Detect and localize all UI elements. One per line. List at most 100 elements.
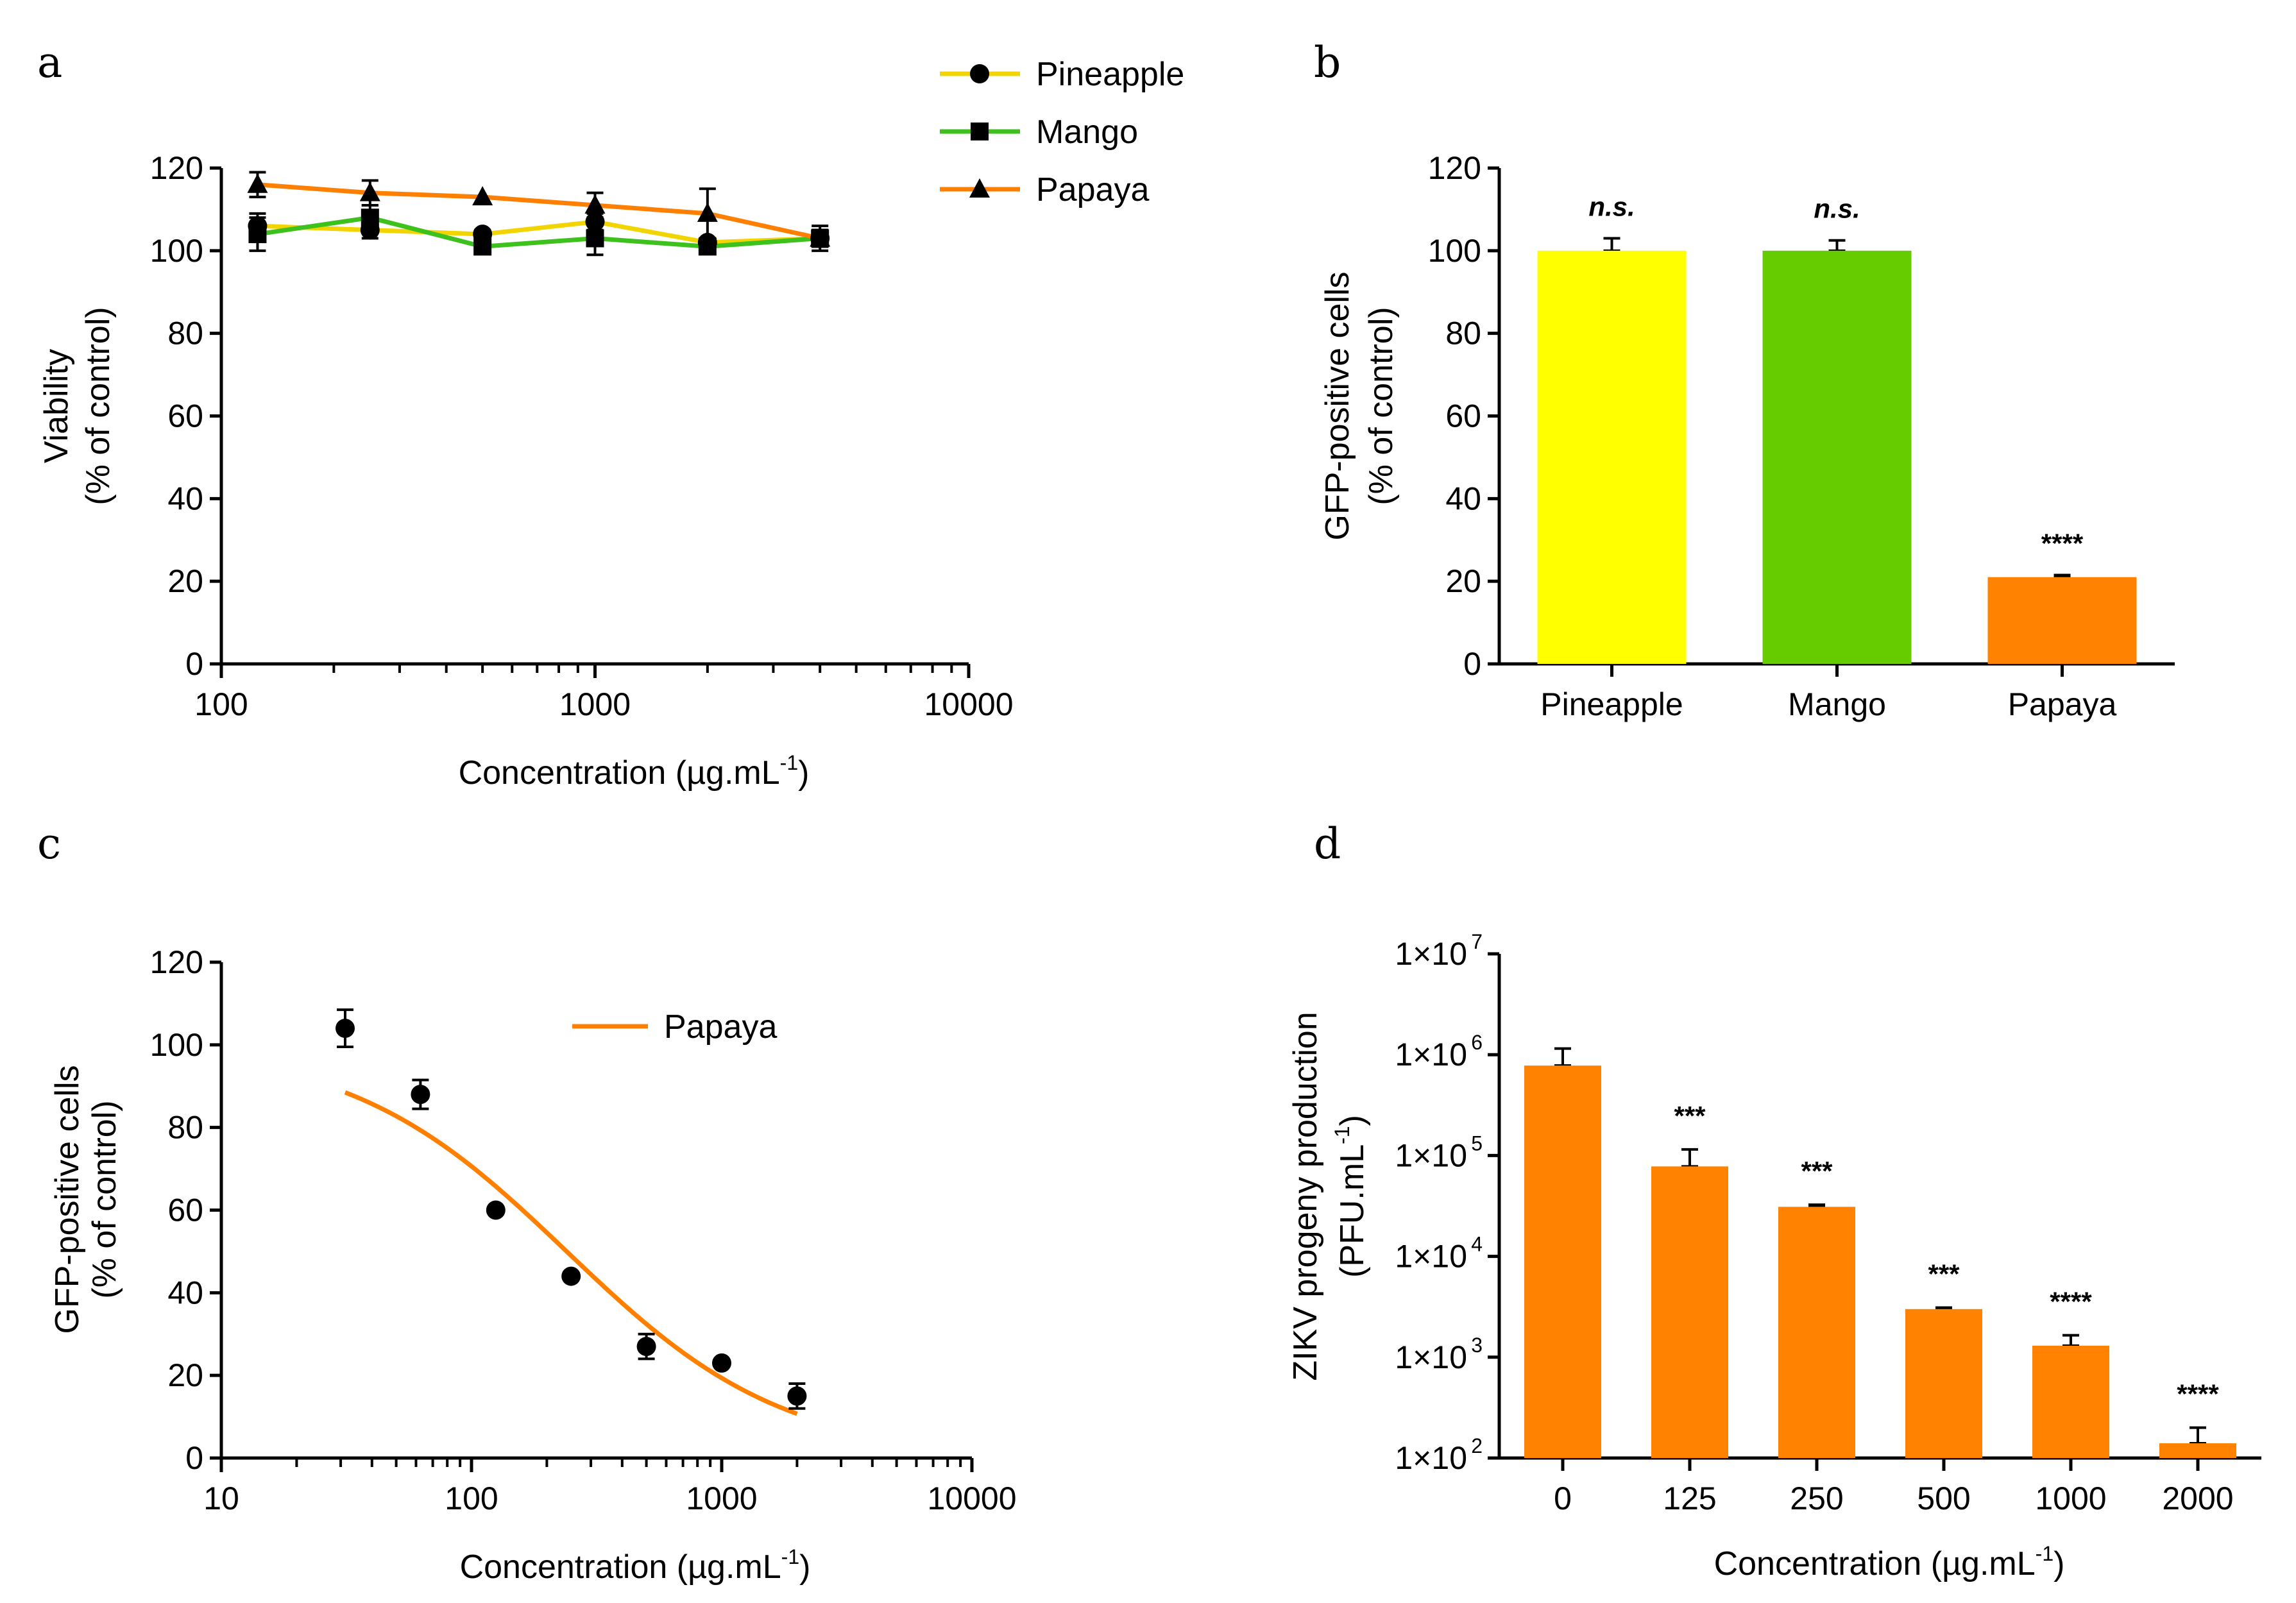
bar-mango-label: Mango (1788, 686, 1886, 722)
bar-1000 (2032, 1345, 2109, 1458)
panel-d-y-tick-label: 1×10 (1395, 1339, 1467, 1375)
bar-250-significance: *** (1801, 1156, 1833, 1186)
panel-d-y-tick-exponent: 4 (1471, 1233, 1483, 1256)
bar-2000 (2159, 1443, 2236, 1458)
panel-b-y-label-line1: GFP-positive cells (1319, 272, 1356, 541)
series-papaya-point (359, 182, 380, 201)
bar-250-label: 250 (1790, 1480, 1843, 1516)
series-mango-point (586, 229, 604, 248)
panel-d-y-tick-exponent: 5 (1471, 1132, 1483, 1155)
panel-c-y-label-line1: GFP-positive cells (49, 1065, 86, 1334)
panel-c-dose-response-chart: 0 20 40 60 80 100 120 10 100 1000 10000 Concentrat… (49, 944, 1017, 1586)
panel-a-x-tick-label: 1000 (559, 686, 631, 722)
series-papaya-point (472, 186, 493, 206)
data-point (636, 1337, 656, 1357)
bar-0 (1524, 1065, 1601, 1458)
series-papaya-point (810, 227, 831, 247)
panel-b-y-label-line2: (% of control) (1363, 307, 1400, 505)
bar-papaya (1987, 577, 2137, 664)
panel-a-y-label-line1: Viability (38, 349, 75, 463)
series-mango-line (257, 215, 821, 249)
bar-pineapple-significance: n.s. (1588, 192, 1635, 222)
series-mango-point (698, 237, 717, 256)
bar-papaya-significance: **** (2041, 529, 2084, 559)
series-pineapple-line (257, 219, 821, 245)
panel-a-y-tick-label: 0 (185, 646, 203, 682)
panel-b-y-tick-label: 80 (1445, 316, 1481, 352)
panel-d-y-tick-exponent: 6 (1471, 1031, 1483, 1054)
panel-b-gfp-bar-chart: 0 20 40 60 80 100 120 Pineapple n.s. Mango n.s. Pap… (1319, 150, 2175, 722)
panel-c-y-label-line2: (% of control) (86, 1100, 123, 1298)
legend-papaya-fit-label: Papaya (664, 1008, 777, 1046)
panel-c-y-tick-label: 100 (150, 1027, 203, 1063)
bar-mango (1762, 250, 1912, 664)
panel-b-y-tick-label: 120 (1428, 150, 1481, 186)
panel-c-x-tick-label: 10000 (927, 1480, 1016, 1516)
panel-c-y-tick-label: 40 (167, 1275, 203, 1310)
panel-d-y-tick-label: 1×10 (1395, 936, 1467, 972)
bar-125 (1651, 1166, 1728, 1458)
bar-500 (1905, 1309, 1982, 1458)
panel-b-y-tick-label: 20 (1445, 563, 1481, 599)
panel-a-y-tick-label: 100 (150, 233, 203, 269)
panel-a-x-label: Concentration (µg.mL-1) (459, 751, 810, 792)
bar-1000-label: 1000 (2035, 1480, 2106, 1516)
bar-pineapple-label: Pineapple (1540, 686, 1683, 722)
panel-b-y-tick-label: 60 (1445, 398, 1481, 434)
bar-2000-label: 2000 (2162, 1480, 2233, 1516)
panel-c-y-tick-label: 0 (185, 1440, 203, 1476)
series-mango-point (248, 225, 267, 244)
legend-pineapple-label: Pineapple (1036, 56, 1184, 93)
bar-0-label: 0 (1554, 1480, 1572, 1516)
panel-a-y-tick-label: 20 (167, 563, 203, 599)
papaya-fit-curve (344, 1090, 798, 1416)
panel-c-x-tick-label: 1000 (686, 1480, 757, 1516)
panel-d-y-label-line2: (PFU.mL-1) (1331, 1115, 1371, 1278)
panel-a-y-tick-label: 120 (150, 150, 203, 186)
panel-b-y-tick-label: 0 (1463, 646, 1481, 682)
data-point (561, 1266, 581, 1286)
panel-c-y-tick-label: 80 (167, 1110, 203, 1146)
legend-papaya-marker (969, 178, 990, 198)
panel-a-x-tick-label: 10000 (924, 686, 1013, 722)
bar-2000-significance: **** (2177, 1379, 2219, 1409)
panel-d-y-tick-label: 1×10 (1395, 1239, 1467, 1275)
bar-mango-significance: n.s. (1814, 194, 1860, 224)
panel-d-y-tick-exponent: 2 (1471, 1434, 1483, 1457)
panel-label-d: d (1314, 819, 1341, 869)
panel-a-y-tick-label: 80 (167, 316, 203, 352)
bar-500-significance: *** (1928, 1259, 1960, 1289)
panel-label-c: c (37, 819, 61, 869)
legend-pineapple-marker (970, 64, 989, 83)
legend-mango-marker (971, 123, 989, 140)
panel-c-y-tick-label: 20 (167, 1357, 203, 1393)
panel-label-a: a (37, 38, 62, 87)
data-point (712, 1353, 731, 1373)
panel-c-x-tick-label: 10 (203, 1480, 239, 1516)
bar-pineapple (1537, 250, 1687, 664)
data-point (486, 1200, 506, 1220)
bar-250 (1778, 1207, 1855, 1458)
panel-c-x-tick-label: 100 (445, 1480, 498, 1516)
series-papaya-point (247, 173, 268, 193)
bar-125-significance: *** (1674, 1101, 1706, 1131)
bar-125-label: 125 (1663, 1480, 1716, 1516)
series-mango-point (361, 208, 379, 227)
panel-a-y-label-line2: (% of control) (80, 307, 117, 505)
data-point (411, 1085, 430, 1105)
panel-d-x-label: Concentration (µg.mL-1) (1714, 1542, 2065, 1582)
panel-d-zikv-bar-chart: 1×10 21×10 31×10 41×10 51×10 61×10 70 125***250… (1287, 930, 2261, 1582)
panel-a-legend: Pineapple Mango Papaya (940, 56, 1184, 208)
panel-d-y-tick-exponent: 3 (1471, 1334, 1483, 1357)
panel-b-y-tick-label: 40 (1445, 480, 1481, 516)
data-point (335, 1019, 355, 1039)
series-mango-point (473, 237, 492, 256)
panel-d-y-label-line1: ZIKV progeny production (1287, 1012, 1324, 1380)
panel-d-y-tick-label: 1×10 (1395, 1137, 1467, 1173)
legend-papaya-label: Papaya (1036, 171, 1149, 208)
panel-c-y-tick-label: 60 (167, 1192, 203, 1228)
panel-a-x-tick-label: 100 (194, 686, 248, 722)
data-point (787, 1386, 807, 1406)
panel-c-y-tick-label: 120 (150, 944, 203, 980)
